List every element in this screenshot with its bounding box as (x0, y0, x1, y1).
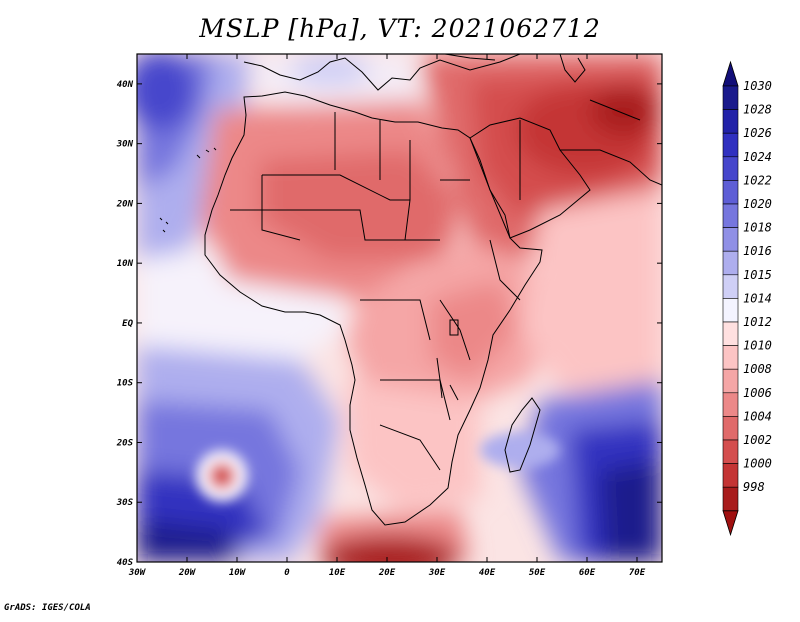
lat-tick-label: 20S (116, 438, 134, 448)
colorbar-swatch (722, 250, 739, 276)
lat-tick-label: 30S (116, 498, 134, 508)
colorbar-label: 1002 (743, 433, 772, 447)
coastlines (159, 54, 662, 526)
colorbar-label: 1020 (743, 197, 772, 211)
lon-tick-label: 0 (284, 568, 290, 578)
lon-tick-label: 10W (229, 568, 247, 578)
colorbar-swatch (722, 298, 739, 323)
colorbar-swatch (722, 368, 739, 394)
colorbar-swatch (722, 203, 739, 228)
colorbar-swatch (722, 85, 739, 110)
colorbar-swatch (722, 109, 739, 134)
lat-tick-label: 40N (117, 80, 134, 90)
colorbar-label: 1015 (743, 268, 772, 282)
lon-tick-label: 30E (428, 568, 446, 578)
lat-tick-label: 10N (117, 259, 134, 269)
colorbar-label: 1022 (743, 173, 772, 187)
credit-label: GrADS: IGES/COLA (4, 603, 91, 613)
lon-tick-label: 70E (629, 568, 646, 578)
chart-title: MSLP [hPa], VT: 2021062712 (199, 14, 601, 43)
colorbar-label: 1004 (743, 409, 772, 423)
lat-tick-label: 30N (116, 140, 134, 150)
colorbar-label: 1000 (743, 457, 772, 471)
colorbar-swatch (722, 227, 739, 252)
colorbar-swatch (722, 439, 739, 464)
colorbar-label: 1016 (743, 244, 772, 258)
lon-tick-label: 50E (529, 568, 546, 578)
colorbar-label: 1024 (743, 150, 772, 164)
colorbar-label: 1018 (743, 221, 772, 235)
pressure-field (137, 54, 662, 562)
lat-tick-label: 10S (117, 379, 134, 389)
colorbar-swatch (722, 345, 739, 370)
lat-tick-label: EQ (122, 319, 133, 329)
lon-tick-label: 30W (128, 568, 147, 578)
lon-tick-label: 10E (329, 568, 346, 578)
colorbar-swatch (722, 392, 739, 417)
colorbar-swatch (722, 321, 739, 346)
colorbar-bottom-arrow (722, 510, 739, 537)
colorbar-swatch (722, 274, 739, 299)
colorbar-swatch (722, 132, 739, 158)
colorbar-swatch (722, 156, 739, 181)
colorbar: 1030 1028 1026 1024 1022 1020 1018 1016 1015 1014… (722, 60, 772, 537)
colorbar-label: 1026 (743, 126, 772, 140)
longitude-axis: 30W 20W 10W 0 10E 20E 30E 40E 50E 60E 70E (128, 54, 646, 578)
colorbar-swatch (722, 180, 739, 205)
lon-tick-label: 20W (178, 568, 197, 578)
colorbar-label: 1030 (743, 79, 772, 93)
lat-tick-label: 40S (117, 558, 134, 568)
colorbar-label: 998 (743, 480, 765, 494)
colorbar-label: 1012 (743, 315, 772, 329)
colorbar-label: 1028 (743, 103, 772, 117)
lon-tick-label: 60E (579, 568, 596, 578)
map-frame (136, 53, 663, 563)
colorbar-label: 1014 (743, 291, 772, 305)
colorbar-swatch (722, 463, 739, 488)
latitude-axis: 40N 30N 20N 10N EQ 10S 20S 30S 40S (116, 80, 662, 568)
colorbar-label: 1006 (743, 386, 772, 400)
colorbar-swatch (722, 486, 739, 512)
colorbar-label: 1008 (743, 362, 772, 376)
colorbar-top-arrow (722, 60, 739, 87)
colorbar-label: 1010 (743, 339, 772, 353)
colorbar-swatch (722, 416, 739, 441)
lon-tick-label: 20E (378, 568, 396, 578)
lon-tick-label: 40E (479, 568, 496, 578)
lat-tick-label: 20N (116, 199, 134, 209)
